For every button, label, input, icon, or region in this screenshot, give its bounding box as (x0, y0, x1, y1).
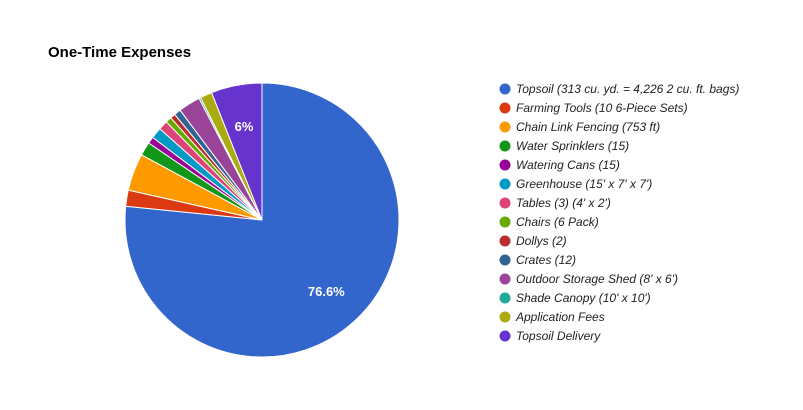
chart-title: One-Time Expenses (48, 44, 191, 61)
legend-swatch (499, 273, 511, 285)
legend-item-shade-canopy-10-x-10[interactable]: Shade Canopy (10' x 10') (499, 291, 651, 305)
legend-swatch (499, 140, 511, 152)
legend-swatch (499, 102, 511, 114)
legend-swatch (499, 178, 511, 190)
legend-item-watering-cans-15[interactable]: Watering Cans (15) (499, 158, 620, 172)
data-label-topsoil-delivery: 6% (235, 119, 254, 134)
legend-item-application-fees[interactable]: Application Fees (499, 310, 605, 324)
legend-swatch (499, 311, 511, 323)
legend-swatch (499, 197, 511, 209)
pie-slice-topsoil-delivery[interactable] (210, 82, 263, 221)
legend-label: Shade Canopy (10' x 10') (516, 291, 651, 305)
legend-label: Outdoor Storage Shed (8' x 6') (516, 272, 678, 286)
legend-item-chain-link-fencing-753-ft[interactable]: Chain Link Fencing (753 ft) (499, 120, 661, 134)
legend-item-greenhouse-15-x-7-x-7[interactable]: Greenhouse (15' x 7' x 7') (499, 177, 653, 191)
legend-item-outdoor-storage-shed-8-x-6[interactable]: Outdoor Storage Shed (8' x 6') (499, 272, 679, 286)
legend-label: Chairs (6 Pack) (516, 215, 599, 229)
legend-swatch (499, 330, 511, 342)
legend-item-dollys-2[interactable]: Dollys (2) (499, 234, 567, 248)
legend-item-tables-3-4-x-2[interactable]: Tables (3) (4' x 2') (499, 196, 611, 210)
legend-swatch (499, 292, 511, 304)
legend-swatch (499, 235, 511, 247)
legend-swatch (499, 216, 511, 228)
legend-item-farming-tools-10-6-piece-sets[interactable]: Farming Tools (10 6-Piece Sets) (499, 101, 688, 115)
legend-item-water-sprinklers-15[interactable]: Water Sprinklers (15) (499, 139, 630, 153)
legend-swatch (499, 121, 511, 133)
legend-swatch (499, 83, 511, 95)
legend-swatch (499, 159, 511, 171)
legend-item-topsoil-313-cu-yd-4-226-2-cu-ft-bags[interactable]: Topsoil (313 cu. yd. = 4,226 2 cu. ft. b… (499, 82, 740, 96)
pie-slices (124, 82, 400, 358)
legend-label: Topsoil (313 cu. yd. = 4,226 2 cu. ft. b… (516, 82, 739, 96)
legend-swatch (499, 254, 511, 266)
legend-item-crates-12[interactable]: Crates (12) (499, 253, 577, 267)
legend-label: Greenhouse (15' x 7' x 7') (516, 177, 652, 191)
legend-label: Watering Cans (15) (516, 158, 620, 172)
legend-label: Topsoil Delivery (516, 329, 601, 343)
legend-item-topsoil-delivery[interactable]: Topsoil Delivery (499, 329, 602, 343)
legend-item-chairs-6-pack[interactable]: Chairs (6 Pack) (499, 215, 599, 229)
legend-label: Dollys (2) (516, 234, 567, 248)
legend-label: Chain Link Fencing (753 ft) (516, 120, 660, 134)
legend-label: Crates (12) (516, 253, 576, 267)
legend: Topsoil (313 cu. yd. = 4,226 2 cu. ft. b… (499, 82, 740, 343)
pie-data-labels: 76.6% 6% (235, 119, 346, 299)
legend-label: Application Fees (515, 310, 605, 324)
legend-label: Water Sprinklers (15) (516, 139, 629, 153)
data-label-topsoil-313-cu-yd-4-226-2-cu-ft-bags: 76.6% (308, 284, 345, 299)
legend-label: Farming Tools (10 6-Piece Sets) (516, 101, 688, 115)
legend-label: Tables (3) (4' x 2') (516, 196, 611, 210)
